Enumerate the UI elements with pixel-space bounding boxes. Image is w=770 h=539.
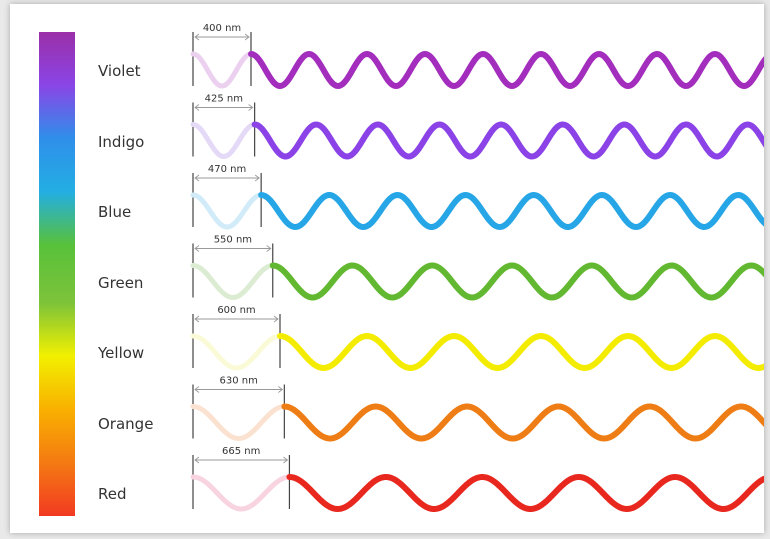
- wave-orange: [281, 403, 764, 442]
- wavelength-label: 470 nm: [208, 164, 246, 175]
- arrow-right-icon: [273, 315, 279, 323]
- label-blue: Blue: [98, 203, 132, 221]
- arrow-right-icon: [244, 33, 250, 41]
- arrow-left-icon: [194, 174, 200, 182]
- label-green: Green: [98, 273, 144, 292]
- wave-row-orange: 630 nm: [190, 376, 764, 442]
- label-indigo: Indigo: [98, 132, 145, 151]
- visible-spectrum-bar: [39, 32, 75, 516]
- wave-red: [286, 473, 764, 513]
- arrow-right-icon: [283, 456, 289, 464]
- wave-rows: 400 nm 425 nm 470 nm 550 nm 600 nm 630 nm 665 …: [190, 23, 764, 513]
- wave-violet: [248, 50, 764, 90]
- arrow-right-icon: [248, 104, 254, 111]
- wavelength-label: 425 nm: [205, 94, 243, 105]
- wave-row-yellow: 600 nm: [190, 305, 764, 372]
- wavelength-label: 550 nm: [214, 235, 252, 246]
- wave-yellow: [277, 332, 764, 372]
- wave-row-blue: 470 nm: [190, 164, 764, 231]
- wave-row-indigo: 425 nm: [190, 94, 764, 160]
- wave-blue: [258, 191, 764, 231]
- arrow-left-icon: [194, 33, 200, 41]
- label-yellow: Yellow: [98, 344, 145, 362]
- wavelength-label: 400 nm: [203, 23, 241, 34]
- ghost-wave-period: [190, 192, 263, 230]
- arrow-left-icon: [194, 104, 200, 111]
- ghost-wave-period: [190, 404, 286, 441]
- wave-indigo: [251, 121, 764, 160]
- arrow-right-icon: [254, 174, 260, 182]
- label-orange: Orange: [98, 414, 154, 433]
- arrow-right-icon: [278, 386, 284, 393]
- wavelength-label: 630 nm: [219, 376, 257, 387]
- wavelength-label: 665 nm: [222, 446, 260, 457]
- arrow-left-icon: [194, 315, 200, 323]
- wave-row-red: 665 nm: [190, 446, 764, 513]
- label-red: Red: [98, 485, 127, 503]
- ghost-wave-period: [190, 122, 257, 159]
- ghost-wave-period: [190, 263, 275, 300]
- spectrum-diagram: Violet Indigo Blue Green Yellow Orange R…: [10, 4, 764, 533]
- wave-row-green: 550 nm: [190, 235, 764, 301]
- color-labels: Violet Indigo Blue Green Yellow Orange R…: [10, 4, 190, 533]
- ghost-wave-period: [190, 51, 253, 89]
- wavelength-label: 600 nm: [217, 305, 255, 316]
- arrow-left-icon: [194, 386, 200, 393]
- wave-green: [269, 262, 764, 301]
- label-violet: Violet: [98, 62, 141, 80]
- arrow-left-icon: [194, 245, 200, 252]
- ghost-wave-period: [190, 474, 292, 512]
- arrow-left-icon: [194, 456, 200, 464]
- ghost-wave-period: [190, 333, 283, 371]
- arrow-right-icon: [266, 245, 272, 252]
- wave-row-violet: 400 nm: [190, 23, 764, 90]
